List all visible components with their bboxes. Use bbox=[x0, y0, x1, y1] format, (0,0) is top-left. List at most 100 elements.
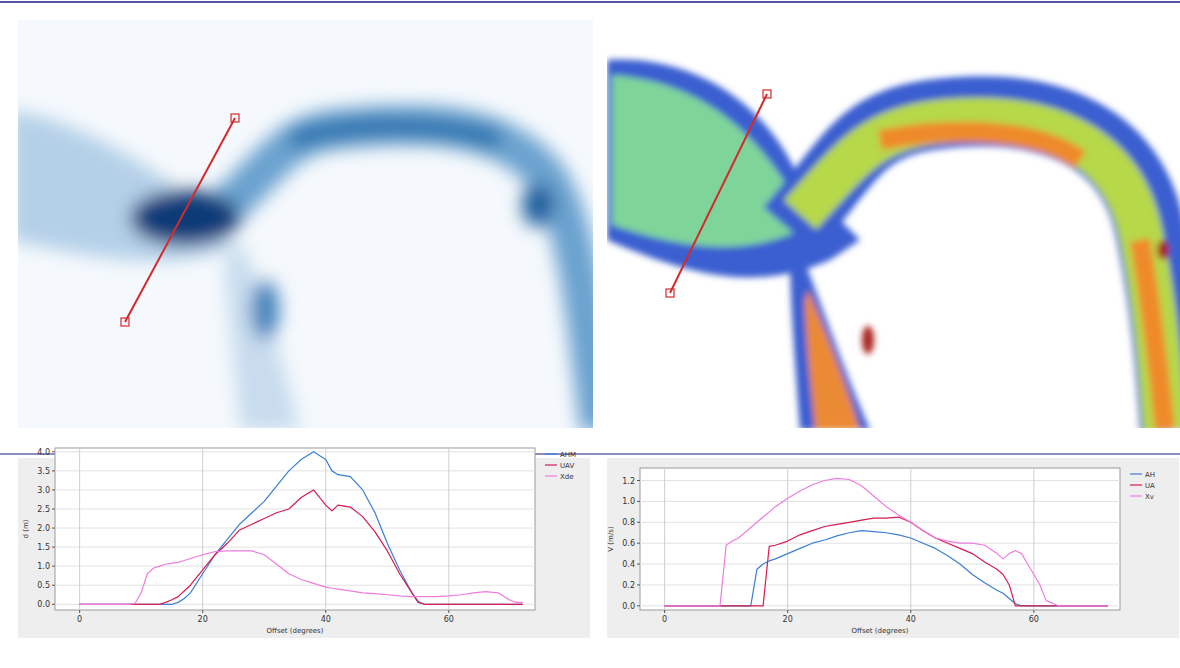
line-chart: 0.00.51.01.52.02.53.03.54.00204060Offset… bbox=[18, 448, 590, 638]
tick-label: 40 bbox=[321, 615, 331, 624]
tick-label: 2.0 bbox=[37, 524, 50, 533]
grid-line bbox=[664, 468, 665, 610]
tick bbox=[664, 610, 665, 613]
legend-label: AHM bbox=[560, 451, 576, 459]
legend-label: UAV bbox=[560, 462, 574, 470]
tick bbox=[202, 610, 203, 613]
tick-label: 0.2 bbox=[622, 581, 635, 590]
tick-label: 60 bbox=[444, 615, 454, 624]
legend-swatch bbox=[1130, 495, 1142, 496]
tick bbox=[637, 501, 640, 502]
grid-line bbox=[640, 543, 1120, 544]
velocity-map bbox=[607, 60, 1175, 428]
velocity-channel bbox=[880, 132, 1165, 428]
tick bbox=[52, 566, 55, 567]
grid-line bbox=[55, 451, 535, 452]
tick-label: 1.0 bbox=[622, 497, 635, 506]
grid-line bbox=[448, 448, 449, 610]
axis-title: V (m/s) bbox=[607, 526, 615, 552]
line-chart: 0.00.20.40.60.81.01.20204060Offset (degr… bbox=[607, 458, 1179, 638]
series-line bbox=[665, 478, 1108, 605]
velocity-area bbox=[790, 250, 870, 428]
grid-line bbox=[325, 448, 326, 610]
tick-label: 0 bbox=[77, 615, 82, 624]
grid-line bbox=[55, 508, 535, 509]
grid-line bbox=[55, 585, 535, 586]
tick bbox=[52, 489, 55, 490]
tick-label: 0.5 bbox=[37, 581, 50, 590]
legend-swatch bbox=[545, 464, 557, 465]
depth-pool bbox=[522, 183, 554, 227]
rule bbox=[0, 1, 1180, 3]
plot-area bbox=[640, 468, 1120, 610]
grid-line bbox=[55, 528, 535, 529]
series-line bbox=[80, 551, 523, 604]
legend-swatch bbox=[1130, 473, 1142, 474]
grid-line bbox=[787, 468, 788, 610]
depth-channel bbox=[290, 127, 500, 140]
transect bbox=[670, 94, 767, 293]
tick bbox=[637, 480, 640, 481]
tick-label: 60 bbox=[1029, 615, 1039, 624]
tick bbox=[52, 547, 55, 548]
tick bbox=[52, 528, 55, 529]
depth-area bbox=[225, 240, 300, 428]
tick bbox=[637, 564, 640, 565]
grid-line bbox=[1033, 468, 1034, 610]
transect-end bbox=[763, 90, 771, 98]
series-group bbox=[665, 478, 1108, 605]
series-line bbox=[80, 452, 523, 604]
legend-swatch bbox=[545, 475, 557, 476]
axis-title: Offset (degrees) bbox=[852, 627, 909, 635]
plot-area bbox=[55, 448, 535, 610]
legend: AHM UAV Xde bbox=[545, 451, 576, 481]
tick-label: 2.5 bbox=[37, 505, 50, 514]
grid-line bbox=[640, 522, 1120, 523]
grid-line bbox=[910, 468, 911, 610]
tick bbox=[637, 543, 640, 544]
velocity-channel bbox=[800, 119, 1165, 428]
transect bbox=[125, 118, 235, 322]
depth-map bbox=[18, 20, 593, 428]
legend-swatch bbox=[1130, 484, 1142, 485]
legend-swatch bbox=[545, 453, 557, 454]
tick-label: 3.5 bbox=[37, 467, 50, 476]
tick bbox=[910, 610, 911, 613]
velocity-field bbox=[607, 60, 1175, 428]
panel bbox=[607, 458, 1179, 638]
transect-end bbox=[231, 114, 239, 122]
depth-channel bbox=[200, 125, 593, 428]
grid-line bbox=[55, 489, 535, 490]
tick-label: 0.6 bbox=[622, 539, 635, 548]
tick bbox=[325, 610, 326, 613]
tick-label: 0.4 bbox=[622, 560, 635, 569]
grid-line bbox=[640, 584, 1120, 585]
velocity-area bbox=[805, 290, 860, 428]
legend-label: Xv bbox=[1145, 493, 1154, 501]
tick bbox=[52, 451, 55, 452]
axis-title: Offset (degrees) bbox=[267, 627, 324, 635]
grid-line bbox=[55, 470, 535, 471]
tick-label: 20 bbox=[783, 615, 793, 624]
grid-line bbox=[79, 448, 80, 610]
transect-end bbox=[121, 318, 129, 326]
legend-label: AH bbox=[1145, 471, 1155, 479]
legend: AHUAXv bbox=[1130, 471, 1155, 501]
tick-label: 40 bbox=[906, 615, 916, 624]
grid-line bbox=[640, 564, 1120, 565]
tick bbox=[448, 610, 449, 613]
velocity-channel bbox=[790, 111, 1175, 428]
tick bbox=[52, 508, 55, 509]
tick bbox=[52, 470, 55, 471]
tick bbox=[1033, 610, 1034, 613]
tick bbox=[52, 585, 55, 586]
tick-label: 1.0 bbox=[37, 562, 50, 571]
tick-label: 0 bbox=[662, 615, 667, 624]
series-line bbox=[665, 517, 1108, 606]
tick-label: 4.0 bbox=[37, 448, 50, 457]
series-group bbox=[80, 452, 523, 604]
legend-label: Xde bbox=[560, 473, 574, 481]
tick bbox=[79, 610, 80, 613]
transect-end bbox=[666, 289, 674, 297]
depth-field bbox=[18, 110, 593, 428]
